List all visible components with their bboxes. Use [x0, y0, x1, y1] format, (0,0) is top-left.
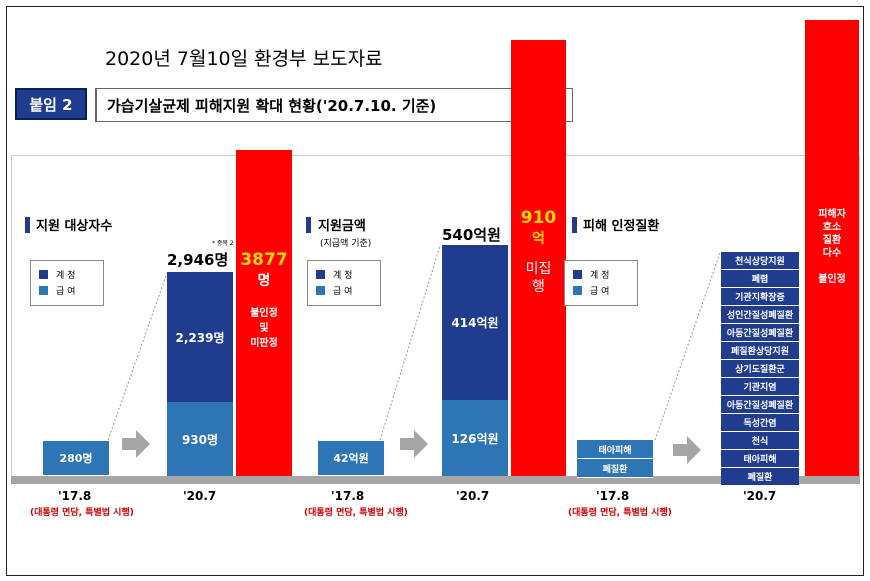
s2-note-2017: (대통령 면담, 특별법 시행)	[304, 508, 408, 518]
s3-2020-cell: 독성간염	[721, 414, 799, 432]
s1-red-text: 불인정 및 미판정	[250, 308, 278, 349]
legend-swatch-benefit	[39, 285, 48, 295]
date-title: 2020년 7월10일 환경부 보도자료	[105, 48, 383, 70]
s1-year-2020: '20.7	[183, 489, 217, 503]
section1-marker	[25, 217, 30, 233]
s3-2020-cell: 아동간질성폐질환	[721, 324, 799, 342]
section3-title: 피해 인정질환	[583, 219, 660, 234]
s3-2020-cell: 태아피해	[721, 450, 799, 468]
s2-year-2020: '20.7	[456, 489, 490, 503]
s3-red-text: 피해자 호소 질환 다수 불인정	[818, 209, 846, 285]
arrow-right-icon	[122, 430, 150, 458]
s3-year-2020: '20.7	[743, 489, 777, 503]
legend-total-label: 계 정	[590, 270, 610, 281]
section2-marker	[306, 217, 311, 233]
s2-red-text: 미집 행	[525, 261, 552, 295]
s3-2020-cell: 기관지염	[721, 378, 799, 396]
s2-red-bar: 910 억 미집 행	[511, 40, 566, 476]
s2-red-number: 910	[520, 208, 557, 228]
s1-red-bar: 3877 명 불인정 및 미판정	[236, 150, 292, 476]
s1-note-2017: (대통령 면담, 특별법 시행)	[30, 508, 134, 518]
legend-swatch-total	[39, 269, 48, 279]
s1-bar-2017: 280명	[43, 441, 109, 475]
section3-legend: 계 정 급 여	[564, 260, 638, 306]
s3-red-bar: 피해자 호소 질환 다수 불인정	[805, 20, 859, 476]
section2-subtitle: (지급액 기준)	[320, 239, 372, 249]
legend-benefit-label: 급 여	[590, 286, 610, 297]
s3-2020-cell: 아동간질성폐질환	[721, 396, 799, 414]
baseline	[11, 476, 860, 484]
s3-2020-cell: 폐렴	[721, 270, 799, 288]
s3-2020-cell: 성인간질성폐질환	[721, 306, 799, 324]
s1-bar-2020-lower: 930명	[167, 402, 233, 476]
appendix-tag: 붙임 2	[15, 88, 87, 120]
s2-year-2017: '17.8	[331, 489, 365, 503]
content-panel	[11, 155, 860, 485]
s3-2017-cell: 태아피해	[577, 440, 653, 459]
page-frame	[6, 6, 864, 576]
s1-red-number: 3877	[240, 250, 288, 270]
section1-legend: 계 정 급 여	[30, 260, 104, 306]
s1-red-unit: 명	[257, 273, 271, 289]
s2-bar-2020-upper: 414억원	[442, 245, 508, 400]
s1-total-2020: 2,946명	[167, 251, 229, 269]
arrow-right-icon	[400, 430, 428, 458]
s3-2020-cell: 폐질환상당지원	[721, 342, 799, 360]
s3-note-2017: (대통령 면담, 특별법 시행)	[568, 508, 672, 518]
s1-year-2017: '17.8	[58, 489, 92, 503]
arrow-right-icon	[673, 436, 701, 464]
s3-2020-cell: 기관지확장증	[721, 288, 799, 306]
section1-title: 지원 대상자수	[36, 219, 113, 234]
s2-red-unit: 억	[532, 231, 545, 247]
s3-2020-cell: 천식상당지원	[721, 252, 799, 270]
legend-benefit-label: 급 여	[333, 286, 353, 297]
s3-year-2017: '17.8	[596, 489, 630, 503]
legend-swatch-total	[573, 269, 582, 279]
legend-total-label: 계 정	[333, 270, 353, 281]
legend-swatch-total	[316, 269, 325, 279]
s3-2020-cell: 상기도질환군	[721, 360, 799, 378]
legend-benefit-label: 급 여	[56, 286, 76, 297]
s1-dup-note: * 중복 2	[212, 240, 234, 247]
s1-bar-2020-upper: 2,239명	[167, 272, 233, 402]
s2-total-2020: 540억원	[442, 226, 501, 244]
s3-bars-2020: 천식상당지원 폐렴 기관지확장증 성인간질성폐질환 아동간질성폐질환 폐질환상당…	[721, 252, 799, 486]
section2-title: 지원금액	[318, 219, 366, 234]
s2-bar-2020-lower: 126억원	[442, 400, 508, 476]
s3-2017-cell: 폐질환	[577, 459, 653, 478]
legend-total-label: 계 정	[56, 270, 76, 281]
page-title: 가습기살균제 피해지원 확대 현황('20.7.10. 기준)	[95, 88, 573, 122]
section2-legend: 계 정 급 여	[307, 260, 381, 306]
s3-2020-cell: 천식	[721, 432, 799, 450]
s3-2020-cell: 폐질환	[721, 468, 799, 486]
section3-marker	[572, 217, 577, 233]
legend-swatch-benefit	[316, 285, 325, 295]
s2-bar-2017: 42억원	[318, 441, 384, 475]
s3-bars-2017: 태아피해 폐질환	[577, 440, 653, 478]
legend-swatch-benefit	[573, 285, 582, 295]
